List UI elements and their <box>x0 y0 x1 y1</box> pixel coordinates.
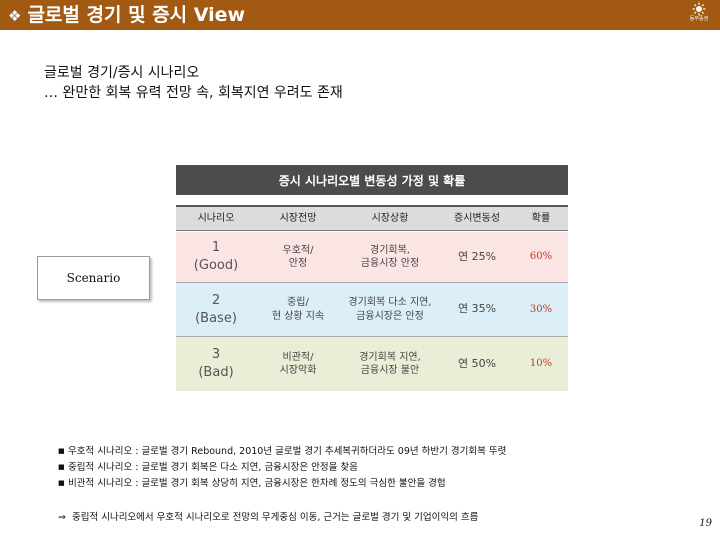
situation-cell: 경기회복 지연, 금융시장 불안 <box>340 337 440 391</box>
scenario-label-box: Scenario <box>37 256 150 300</box>
outlook-cell: 비관적/시장악화 <box>256 337 340 391</box>
outlook-line-1: 중립/ <box>287 297 309 308</box>
outlook-line-2: 현 상황 지속 <box>271 310 325 322</box>
header-bar: ❖ 글로벌 경기 및 증시 View 동부증권 <box>0 0 720 30</box>
scenario-name: (Base) <box>195 310 237 326</box>
situation-cell: 경기회복 다소 지연, 금융시장은 안정 <box>340 283 440 336</box>
outlook-line-1: 비관적/ <box>282 351 314 363</box>
page-number: 19 <box>699 518 712 529</box>
volatility-cell: 연 25% <box>457 249 497 263</box>
probability-cell: 10% <box>529 358 553 370</box>
arrow-icon: ⇒ <box>58 512 66 523</box>
situation-line-2: 금융시장 안정 <box>360 258 420 269</box>
outlook-line-1: 우호적/ <box>282 244 314 256</box>
scenario-notes: ■ 우호적 시나리오 : 글로벌 경기 Rebound, 2010년 글로벌 경기… <box>58 443 506 491</box>
table-header-row: 시나리오 시장전망 시장상황 증시변동성 확률 <box>176 205 568 231</box>
scenario-name: (Good) <box>193 258 239 273</box>
outlook-cell: 중립/현 상황 지속 <box>256 283 340 336</box>
scenario-number: 2 <box>211 292 221 308</box>
table-row-good: 1 (Good) 우호적/안정 경기회복, 금융시장 안정 연 25% 60% <box>176 232 568 282</box>
square-bullet-icon: ■ <box>58 479 65 487</box>
diamond-bullet-icon: ❖ <box>8 7 22 25</box>
square-bullet-icon: ■ <box>58 447 65 455</box>
column-header-situation: 시장상황 <box>371 212 409 224</box>
scenario-cell: 3 (Bad) <box>176 337 256 391</box>
situation-line-1: 경기회복 지연, <box>359 351 421 363</box>
scenario-label: Scenario <box>66 271 121 285</box>
page-title: ❖ 글로벌 경기 및 증시 View <box>8 2 245 28</box>
situation-line-1: 경기회복 다소 지연, <box>348 297 432 308</box>
column-header-outlook: 시장전망 <box>279 212 317 224</box>
volatility-cell: 연 35% <box>457 302 497 316</box>
situation-line-2: 금융시장은 안정 <box>356 310 424 322</box>
square-bullet-icon: ■ <box>58 463 65 471</box>
scenario-number: 3 <box>211 347 221 363</box>
row-divider <box>176 282 568 283</box>
scenario-name: (Bad) <box>198 365 234 380</box>
situation-line-2: 금융시장 불안 <box>360 365 420 376</box>
table-row-base: 2 (Base) 중립/현 상황 지속 경기회복 다소 지연, 금융시장은 안정 연… <box>176 283 568 336</box>
situation-cell: 경기회복, 금융시장 안정 <box>340 232 440 282</box>
section-subtitle: 글로벌 경기/증시 시나리오 <box>44 65 200 81</box>
table-title: 증시 시나리오별 변동성 가정 및 확률 <box>176 165 568 195</box>
outlook-line-2: 시장악화 <box>279 365 317 376</box>
scenario-cell: 2 (Base) <box>176 283 256 336</box>
conclusion-text: 중립적 시나리오에서 우호적 시나리오로 전망의 무게중심 이동, 근거는 글로… <box>71 512 479 523</box>
note-text: 우호적 시나리오 : 글로벌 경기 Rebound, 2010년 글로벌 경기 … <box>68 446 507 457</box>
volatility-cell: 연 50% <box>457 356 497 370</box>
probability-cell: 60% <box>529 251 553 263</box>
note-text: 중립적 시나리오 : 글로벌 경기 회복은 다소 지연, 금융시장은 안정을 찾… <box>68 462 358 473</box>
company-logo: 동부증권 <box>684 2 714 28</box>
probability-cell: 30% <box>529 303 553 315</box>
scenario-table: 증시 시나리오별 변동성 가정 및 확률 시나리오 시장전망 시장상황 증시변동… <box>176 165 568 407</box>
scenario-cell: 1 (Good) <box>176 232 256 282</box>
list-item: ■ 중립적 시나리오 : 글로벌 경기 회복은 다소 지연, 금융시장은 안정을 … <box>58 459 506 475</box>
column-header-probability: 확률 <box>531 212 551 224</box>
column-header-volatility: 증시변동성 <box>454 212 500 224</box>
conclusion: ⇒ 중립적 시나리오에서 우호적 시나리오로 전망의 무게중심 이동, 근거는 글… <box>58 509 478 523</box>
table-row-bad: 3 (Bad) 비관적/시장악화 경기회복 지연, 금융시장 불안 연 50% 10… <box>176 337 568 391</box>
page-title-text: 글로벌 경기 및 증시 View <box>27 4 246 26</box>
row-divider <box>176 336 568 337</box>
logo-text: 동부증권 <box>689 16 709 22</box>
scenario-number: 1 <box>211 240 221 256</box>
situation-line-1: 경기회복, <box>370 244 410 256</box>
outlook-cell: 우호적/안정 <box>256 232 340 282</box>
sun-logo-icon <box>692 2 706 16</box>
section-summary: … 완만한 회복 유력 전망 속, 회복지연 우려도 존재 <box>44 85 343 101</box>
note-text: 비관적 시나리오 : 글로벌 경기 회복 상당히 지연, 금융시장은 한차례 정… <box>68 478 446 489</box>
column-header-scenario: 시나리오 <box>197 212 235 224</box>
list-item: ■ 비관적 시나리오 : 글로벌 경기 회복 상당히 지연, 금융시장은 한차례 … <box>58 475 506 491</box>
list-item: ■ 우호적 시나리오 : 글로벌 경기 Rebound, 2010년 글로벌 경기… <box>58 443 506 459</box>
outlook-line-2: 안정 <box>288 258 308 269</box>
